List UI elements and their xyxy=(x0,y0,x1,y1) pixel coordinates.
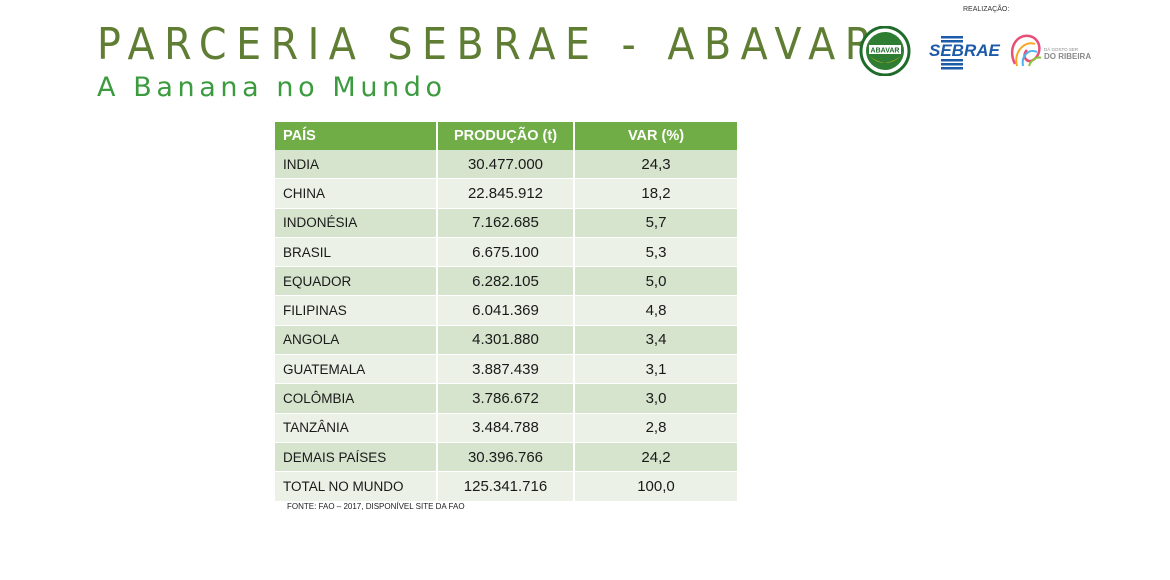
cell-production: 6.282.105 xyxy=(437,266,575,297)
table-row: EQUADOR 6.282.105 5,0 xyxy=(275,266,737,297)
banana-production-table: PAÍS PRODUÇÃO (t) VAR (%) INDIA 30.477.0… xyxy=(275,122,737,502)
table-row: BRASIL 6.675.100 5,3 xyxy=(275,237,737,268)
table-row-total: TOTAL NO MUNDO 125.341.716 100,0 xyxy=(275,471,737,502)
page-subtitle: A Banana no Mundo xyxy=(97,72,447,103)
abavar-logo-text: ABAVAR xyxy=(871,48,900,55)
cell-country: DEMAIS PAÍSES xyxy=(275,442,438,473)
cell-production: 22.845.912 xyxy=(437,178,575,209)
page-title: PARCERIA SEBRAE - ABAVAR xyxy=(97,19,882,70)
cell-variation: 3,4 xyxy=(574,325,737,356)
cell-production: 7.162.685 xyxy=(437,208,575,238)
cell-variation: 5,7 xyxy=(574,208,737,238)
ribeira-logo: DÁ GOSTO SER DO RIBEIRA xyxy=(1010,34,1091,67)
cell-variation: 5,0 xyxy=(574,266,737,297)
cell-country: TANZÂNIA xyxy=(275,413,438,443)
table-row: FILIPINAS 6.041.369 4,8 xyxy=(275,295,737,326)
source-note: FONTE: FAO – 2017, DISPONÍVEL SITE DA FA… xyxy=(287,502,465,511)
table-row: CHINA 22.845.912 18,2 xyxy=(275,178,737,209)
cell-country: COLÔMBIA xyxy=(275,383,438,414)
ribeira-logo-small: DÁ GOSTO SER xyxy=(1044,46,1079,52)
cell-variation: 24,3 xyxy=(574,150,737,180)
realizacao-label: REALIZAÇÃO: xyxy=(963,6,1010,13)
ribeira-logo-big: DO RIBEIRA xyxy=(1044,52,1091,61)
cell-variation: 24,2 xyxy=(574,442,737,473)
abavar-logo: ABAVAR xyxy=(859,26,911,76)
cell-country: CHINA xyxy=(275,178,438,209)
cell-variation: 2,8 xyxy=(574,413,737,443)
table-row: INDONÉSIA 7.162.685 5,7 xyxy=(275,208,737,238)
cell-production: 125.341.716 xyxy=(437,471,575,502)
cell-country: BRASIL xyxy=(275,237,438,268)
header-var: VAR (%) xyxy=(574,122,737,150)
cell-production: 30.477.000 xyxy=(437,150,575,180)
cell-country: FILIPINAS xyxy=(275,295,438,326)
cell-country: EQUADOR xyxy=(275,266,438,297)
cell-variation: 4,8 xyxy=(574,295,737,326)
sebrae-logo-text: SEBRAE xyxy=(929,41,1001,60)
cell-production: 3.484.788 xyxy=(437,413,575,443)
cell-country: INDIA xyxy=(275,150,438,180)
table-header-row: PAÍS PRODUÇÃO (t) VAR (%) xyxy=(275,122,737,150)
cell-production: 3.887.439 xyxy=(437,354,575,385)
cell-production: 30.396.766 xyxy=(437,442,575,473)
header-producao: PRODUÇÃO (t) xyxy=(437,122,575,150)
table-row: GUATEMALA 3.887.439 3,1 xyxy=(275,354,737,385)
sebrae-logo: SEBRAE xyxy=(929,36,1001,70)
header-pais: PAÍS xyxy=(275,122,438,150)
table-row: TANZÂNIA 3.484.788 2,8 xyxy=(275,413,737,443)
table-row: INDIA 30.477.000 24,3 xyxy=(275,150,737,180)
table-row: ANGOLA 4.301.880 3,4 xyxy=(275,325,737,356)
cell-country: GUATEMALA xyxy=(275,354,438,385)
table-row: COLÔMBIA 3.786.672 3,0 xyxy=(275,383,737,414)
cell-production: 4.301.880 xyxy=(437,325,575,356)
cell-variation: 100,0 xyxy=(574,471,737,502)
cell-variation: 5,3 xyxy=(574,237,737,268)
cell-production: 3.786.672 xyxy=(437,383,575,414)
cell-country: INDONÉSIA xyxy=(275,208,438,238)
cell-country: TOTAL NO MUNDO xyxy=(275,471,438,502)
cell-variation: 18,2 xyxy=(574,178,737,209)
cell-production: 6.041.369 xyxy=(437,295,575,326)
partner-logos: ABAVAR SEBRAE DÁ GOSTO SER DO RIBEIRA xyxy=(859,26,1091,76)
cell-production: 6.675.100 xyxy=(437,237,575,268)
table-row: DEMAIS PAÍSES 30.396.766 24,2 xyxy=(275,442,737,473)
cell-variation: 3,1 xyxy=(574,354,737,385)
cell-country: ANGOLA xyxy=(275,325,438,356)
cell-variation: 3,0 xyxy=(574,383,737,414)
